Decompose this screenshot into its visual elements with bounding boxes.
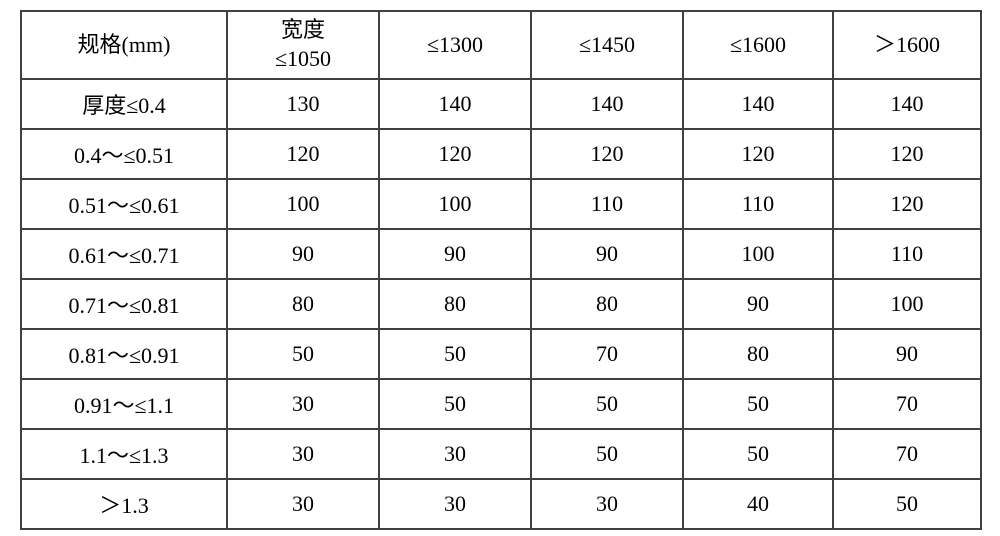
cell: 100 (227, 179, 379, 229)
cell: 80 (683, 329, 833, 379)
col-header-w1050: 宽度≤1050 (227, 11, 379, 79)
cell: 50 (379, 379, 531, 429)
cell: 90 (379, 229, 531, 279)
cell: 30 (531, 479, 683, 529)
cell: 50 (531, 429, 683, 479)
cell: 50 (227, 329, 379, 379)
cell: 80 (227, 279, 379, 329)
cell: 30 (379, 429, 531, 479)
cell: 120 (683, 129, 833, 179)
cell: 50 (683, 429, 833, 479)
cell: 90 (833, 329, 981, 379)
cell: 110 (531, 179, 683, 229)
cell: 70 (531, 329, 683, 379)
spec-table: 规格(mm) 宽度≤1050 ≤1300 ≤1450 ≤1600 ＞1600 厚… (20, 10, 982, 530)
table-row: 0.4～≤0.51 120 120 120 120 120 (21, 129, 981, 179)
table-row: 0.61～≤0.71 90 90 90 100 110 (21, 229, 981, 279)
cell: 110 (683, 179, 833, 229)
cell: 50 (531, 379, 683, 429)
cell: 50 (833, 479, 981, 529)
cell: 110 (833, 229, 981, 279)
cell: 120 (379, 129, 531, 179)
cell: 120 (833, 179, 981, 229)
cell: 120 (227, 129, 379, 179)
cell: 140 (683, 79, 833, 129)
col-header-wgt1600: ＞1600 (833, 11, 981, 79)
cell: 140 (379, 79, 531, 129)
cell: 90 (227, 229, 379, 279)
cell: 30 (227, 479, 379, 529)
cell: 90 (531, 229, 683, 279)
table-row: ＞1.3 30 30 30 40 50 (21, 479, 981, 529)
table-row: 0.51～≤0.61 100 100 110 110 120 (21, 179, 981, 229)
table-row: 1.1～≤1.3 30 30 50 50 70 (21, 429, 981, 479)
row-label: 厚度≤0.4 (21, 79, 227, 129)
cell: 140 (833, 79, 981, 129)
table-row: 0.91～≤1.1 30 50 50 50 70 (21, 379, 981, 429)
cell: 140 (531, 79, 683, 129)
table-row: 0.81～≤0.91 50 50 70 80 90 (21, 329, 981, 379)
cell: 120 (531, 129, 683, 179)
cell: 50 (379, 329, 531, 379)
row-label: ＞1.3 (21, 479, 227, 529)
cell: 70 (833, 379, 981, 429)
cell: 80 (379, 279, 531, 329)
row-label: 0.71～≤0.81 (21, 279, 227, 329)
table-row: 厚度≤0.4 130 140 140 140 140 (21, 79, 981, 129)
cell: 30 (227, 379, 379, 429)
row-label: 0.4～≤0.51 (21, 129, 227, 179)
cell: 70 (833, 429, 981, 479)
col-header-w1300: ≤1300 (379, 11, 531, 79)
cell: 30 (379, 479, 531, 529)
cell: 100 (683, 229, 833, 279)
row-label: 1.1～≤1.3 (21, 429, 227, 479)
col-header-spec: 规格(mm) (21, 11, 227, 79)
cell: 130 (227, 79, 379, 129)
cell: 100 (379, 179, 531, 229)
row-label: 0.91～≤1.1 (21, 379, 227, 429)
row-label: 0.51～≤0.61 (21, 179, 227, 229)
table-body: 厚度≤0.4 130 140 140 140 140 0.4～≤0.51 120… (21, 79, 981, 529)
cell: 80 (531, 279, 683, 329)
table-row: 0.71～≤0.81 80 80 80 90 100 (21, 279, 981, 329)
table-container: 规格(mm) 宽度≤1050 ≤1300 ≤1450 ≤1600 ＞1600 厚… (0, 0, 1000, 536)
col-header-w1450: ≤1450 (531, 11, 683, 79)
cell: 30 (227, 429, 379, 479)
cell: 120 (833, 129, 981, 179)
cell: 100 (833, 279, 981, 329)
cell: 50 (683, 379, 833, 429)
cell: 90 (683, 279, 833, 329)
cell: 40 (683, 479, 833, 529)
row-label: 0.61～≤0.71 (21, 229, 227, 279)
col-header-w1600: ≤1600 (683, 11, 833, 79)
table-header-row: 规格(mm) 宽度≤1050 ≤1300 ≤1450 ≤1600 ＞1600 (21, 11, 981, 79)
row-label: 0.81～≤0.91 (21, 329, 227, 379)
